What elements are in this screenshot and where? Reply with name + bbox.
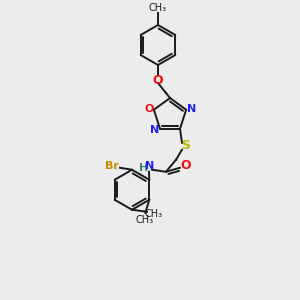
Text: Br: Br <box>105 161 119 171</box>
Text: N: N <box>146 161 154 171</box>
Text: O: O <box>153 74 163 86</box>
Text: S: S <box>182 139 190 152</box>
Text: N: N <box>150 125 160 135</box>
Text: O: O <box>144 104 154 114</box>
Text: CH₃: CH₃ <box>145 209 163 219</box>
Text: O: O <box>181 159 191 172</box>
Text: N: N <box>187 104 196 114</box>
Text: CH₃: CH₃ <box>135 215 153 225</box>
Text: CH₃: CH₃ <box>149 3 167 13</box>
Text: H: H <box>140 163 148 173</box>
